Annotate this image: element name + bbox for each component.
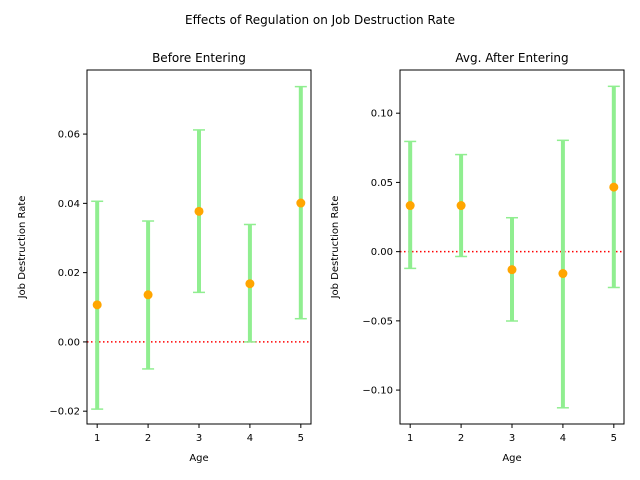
data-point [92,300,102,310]
data-point [405,201,415,211]
data-point [609,182,619,192]
y-tick-label: 0.02 [58,268,80,279]
x-tick-label: 1 [94,433,100,444]
y-tick-label: −0.02 [49,407,80,418]
left-subplot: Before Entering 1 2 3 4 5 −0.02 0.00 0.02 0.04 0.0… [17,51,312,464]
x-tick-label: 1 [407,433,413,444]
y-axis-label: Job Destruction Rate [17,196,28,300]
y-tick-label: −0.05 [362,316,393,327]
right-subplot: Avg. After Entering 1 2 3 4 5 −0.10 −0.05 0.00 0.… [330,51,625,464]
x-tick-label: 5 [611,433,617,444]
data-point [558,269,568,279]
x-tick-label: 2 [458,433,464,444]
y-tick-label: 0.06 [58,130,80,141]
data-point [296,198,306,208]
data-point [194,206,204,216]
y-tick-label: 0.05 [371,178,393,189]
subplot-title: Avg. After Entering [455,51,568,65]
y-tick-label: −0.10 [362,386,393,397]
y-tick-label: 0.04 [58,199,80,210]
data-point [245,279,255,289]
x-tick-label: 5 [298,433,304,444]
x-tick-label: 3 [509,433,515,444]
x-axis-label: Age [502,453,521,464]
x-tick-label: 3 [196,433,202,444]
x-tick-label: 4 [560,433,566,444]
figure-title: Effects of Regulation on Job Destruction… [185,13,455,27]
subplot-title: Before Entering [152,51,246,65]
y-tick-label: 0.00 [371,247,393,258]
data-point [456,201,466,211]
x-tick-label: 2 [145,433,151,444]
y-axis-label: Job Destruction Rate [330,196,341,300]
y-tick-label: 0.10 [371,109,393,120]
x-axis-label: Age [189,453,208,464]
data-point [507,265,517,275]
data-point [143,290,153,300]
y-tick-label: 0.00 [58,337,80,348]
x-tick-label: 4 [247,433,253,444]
